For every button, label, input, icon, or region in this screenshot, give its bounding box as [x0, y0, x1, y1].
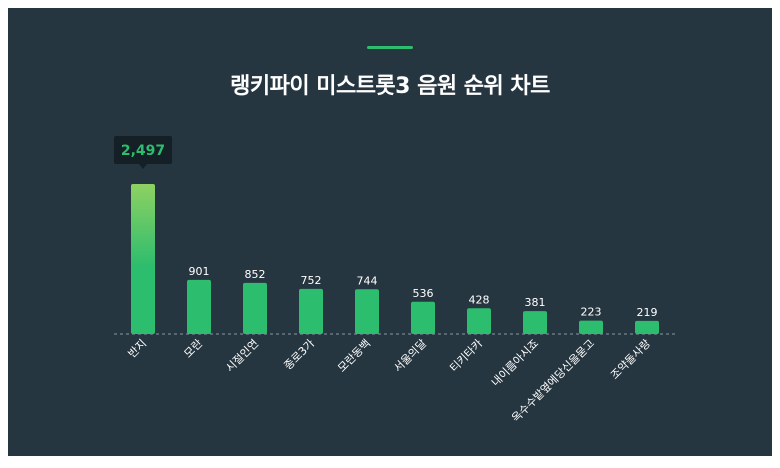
value-label-10: 219: [637, 306, 658, 319]
category-label-4: 종로3가: [282, 337, 318, 373]
category-label-6: 서울의달: [391, 337, 429, 375]
category-label-7: 티키타카: [447, 337, 485, 375]
bar-4[interactable]: [299, 288, 323, 334]
bar-1[interactable]: [131, 184, 155, 334]
category-label-8: 내이름아시죠: [489, 337, 541, 389]
category-label-1: 반지: [126, 337, 150, 361]
value-label-7: 428: [469, 293, 490, 306]
bar-6[interactable]: [411, 301, 435, 334]
bar-9[interactable]: [579, 320, 603, 334]
value-label-6: 536: [413, 287, 434, 300]
bar-8[interactable]: [523, 311, 547, 334]
value-label-2: 901: [189, 265, 210, 278]
category-label-10: 조약돌사랑: [607, 336, 653, 382]
chart-title: 랭키파이 미스트롯3 음원 순위 차트: [230, 74, 550, 99]
bar-7[interactable]: [467, 308, 491, 334]
value-tooltip: 2,497: [114, 136, 172, 169]
value-label-3: 852: [245, 268, 266, 281]
bar-10[interactable]: [635, 320, 659, 334]
category-label-2: 모란: [182, 337, 206, 361]
title-accent-line: [367, 46, 413, 49]
bar-5[interactable]: [355, 289, 379, 334]
value-label-8: 381: [525, 296, 546, 309]
category-label-5: 모란동백: [335, 337, 373, 375]
tooltip-value: 2,497: [121, 143, 165, 159]
bar-2[interactable]: [187, 279, 211, 334]
bar-3[interactable]: [243, 282, 267, 334]
value-label-4: 752: [301, 274, 322, 287]
value-label-9: 223: [581, 306, 602, 319]
category-label-3: 시절인연: [223, 337, 261, 375]
value-label-5: 744: [357, 274, 378, 287]
